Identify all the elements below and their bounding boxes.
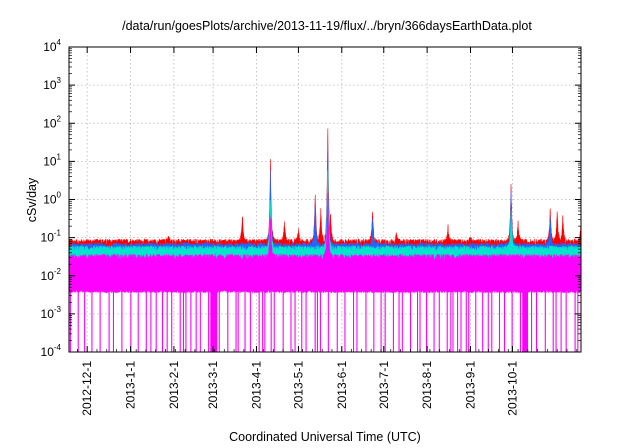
y-tick-label: 101 xyxy=(43,152,61,168)
y-tick-label: 102 xyxy=(43,114,61,130)
series-line xyxy=(68,128,582,257)
x-tick-label: 2013-9-1 xyxy=(463,361,477,409)
x-tick-label: 2013-5-1 xyxy=(291,361,305,409)
series-band xyxy=(68,169,582,264)
x-tick-label: 2013-2-1 xyxy=(167,361,181,409)
y-axis: 10-4 10-3 10-2 10-1 100 101 102 103 104 xyxy=(41,38,581,359)
x-tick-label: 2013-3-1 xyxy=(206,361,220,409)
plot-data xyxy=(68,128,582,352)
x-tick-label: 2013-7-1 xyxy=(377,361,391,409)
x-axis: 2012-12-1 2013-1-1 2013-2-1 2013-3-1 2013-4-… xyxy=(77,47,578,416)
y-tick-label: 10-2 xyxy=(41,267,62,283)
chart-title: /data/run/goesPlots/archive/2013-11-19/f… xyxy=(122,19,532,33)
x-tick-label: 2013-6-1 xyxy=(335,361,349,409)
x-axis-label: Coordinated Universal Time (UTC) xyxy=(229,430,421,444)
y-tick-label: 10-3 xyxy=(41,305,62,321)
x-tick-label: 2013-10-1 xyxy=(505,361,519,416)
y-tick-label: 10-1 xyxy=(41,229,62,245)
x-tick-label: 2013-1-1 xyxy=(124,361,138,409)
y-tick-label: 103 xyxy=(43,76,61,92)
y-axis-label: cSv/day xyxy=(25,177,39,222)
series-line xyxy=(68,169,582,264)
series-band xyxy=(68,128,582,257)
y-tick-label: 104 xyxy=(43,38,61,54)
x-tick-label: 2013-4-1 xyxy=(249,361,263,409)
series-line xyxy=(68,192,582,352)
x-tick-label: 2013-8-1 xyxy=(420,361,434,409)
series-gap xyxy=(210,290,218,352)
y-tick-label: 10-4 xyxy=(41,343,62,359)
series-gap xyxy=(522,290,528,352)
y-tick-label: 100 xyxy=(43,191,61,207)
x-tick-label: 2012-12-1 xyxy=(80,361,94,416)
